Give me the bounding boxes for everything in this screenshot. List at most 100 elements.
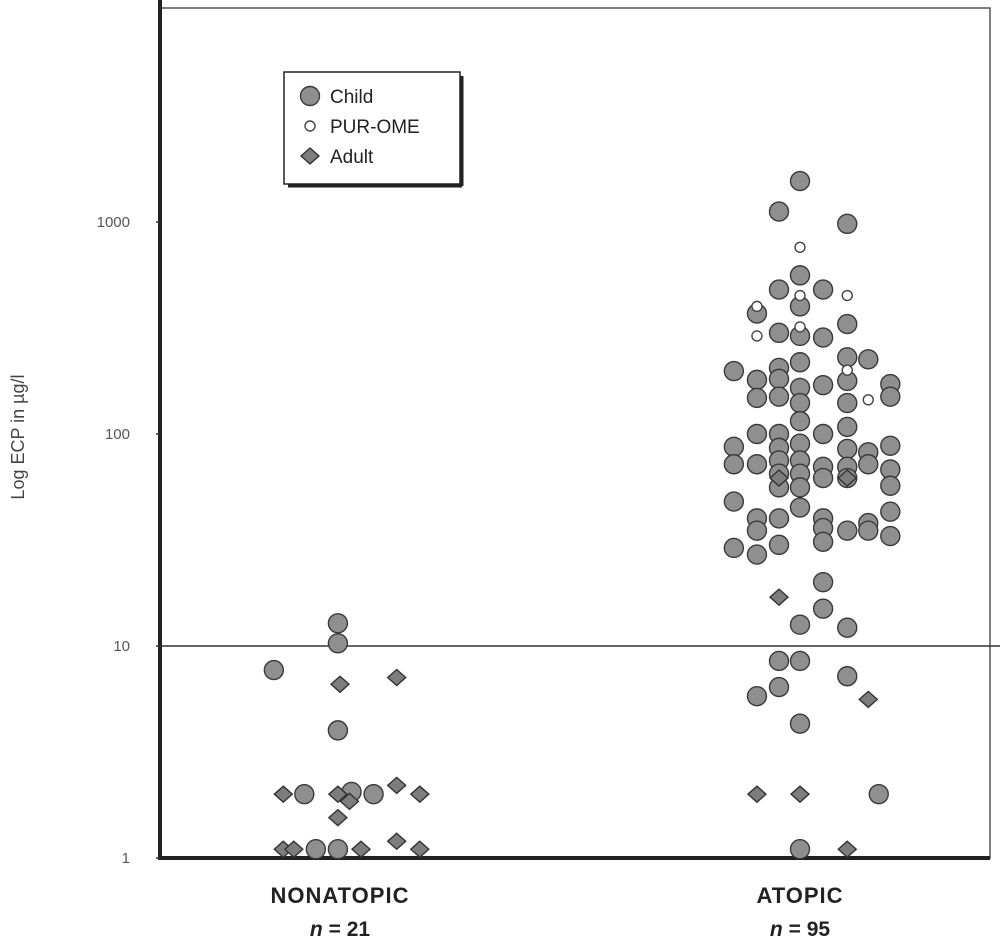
child-point [858,349,879,370]
purome-point [794,321,806,333]
child-point [746,369,768,391]
purome-point [794,241,806,253]
child-point [746,520,768,541]
y-tick-label: 1 [122,850,130,867]
legend-child-label: Child [330,87,373,108]
child-point [837,416,858,438]
child-point [723,454,745,475]
child-point [327,633,349,654]
y-axis-title: Log ECP in µg/l [8,374,28,499]
child-point [812,279,834,300]
child-point [746,387,768,409]
child-point [789,170,811,192]
child-point [837,213,858,235]
child-point [746,454,768,475]
group-label-atopic: ATOPIC [756,883,843,908]
child-point [880,525,901,547]
child-point [327,613,349,634]
child-point [880,435,901,456]
child-point [768,201,790,222]
adult-point [768,588,790,607]
purome-point [794,289,806,302]
child-point [812,531,834,553]
child-point [789,410,811,432]
legend-purome-marker [304,120,316,132]
adult-point [327,785,348,804]
adult-point [386,832,407,851]
child-point [812,423,834,445]
child-point [768,676,790,698]
adult-point [386,668,407,687]
adult-point [746,785,768,804]
child-point [789,392,811,414]
child-point [723,436,745,458]
child-point [837,666,858,687]
child-point [858,520,879,541]
adult-point [329,675,351,694]
child-point [837,347,858,368]
y-tick-label: 100 [105,426,130,443]
child-point [327,839,349,860]
legend-adult-marker [299,147,321,165]
legend-child-marker [299,85,321,107]
child-point [812,467,834,489]
legend-adult-label: Adult [330,147,374,168]
adult-point [409,785,430,804]
child-point [768,279,790,300]
child-point [880,386,901,407]
child-point [723,360,745,382]
child-point [789,839,811,860]
child-point [746,423,768,445]
child-point [263,659,285,681]
child-point [837,438,858,460]
child-point [789,614,811,635]
legend-purome-label: PUR-OME [330,117,420,138]
adult-point [858,690,879,709]
child-point [837,617,858,638]
child-point [789,265,811,286]
y-tick-label: 10 [113,638,130,655]
child-point [880,475,901,496]
purome-point [751,300,763,313]
purome-point [751,330,763,342]
child-point [768,368,790,390]
child-point [868,783,889,805]
child-point [305,839,327,860]
child-point [723,537,745,559]
group-n-atopic: n = 95 [770,918,830,941]
child-point [812,374,834,396]
child-point [880,501,901,522]
child-point [294,783,315,805]
child-point [789,477,811,498]
child-point [768,534,790,556]
child-point [789,352,811,373]
adult-point [350,840,372,859]
child-point [837,520,858,541]
y-tick-label: 1000 [97,214,130,231]
adult-point [409,840,430,859]
adult-point [837,469,858,487]
child-point [789,713,811,734]
child-point [837,313,858,335]
child-point [768,508,790,529]
child-point [812,598,834,619]
child-point [327,720,349,741]
group-n-nonatopic: n = 21 [310,918,370,941]
adult-point [327,808,348,827]
child-point [768,322,790,344]
purome-point [841,289,853,302]
adult-point [768,469,790,487]
child-point [768,650,790,672]
adult-point [837,840,858,859]
child-point [812,327,834,348]
adult-point [789,785,811,804]
child-point [789,497,811,518]
adult-point [273,785,294,804]
child-point [768,386,790,407]
group-label-nonatopic: NONATOPIC [271,883,410,908]
child-point [858,454,879,475]
child-point [837,392,858,414]
child-point [723,491,745,512]
purome-point [862,394,874,406]
